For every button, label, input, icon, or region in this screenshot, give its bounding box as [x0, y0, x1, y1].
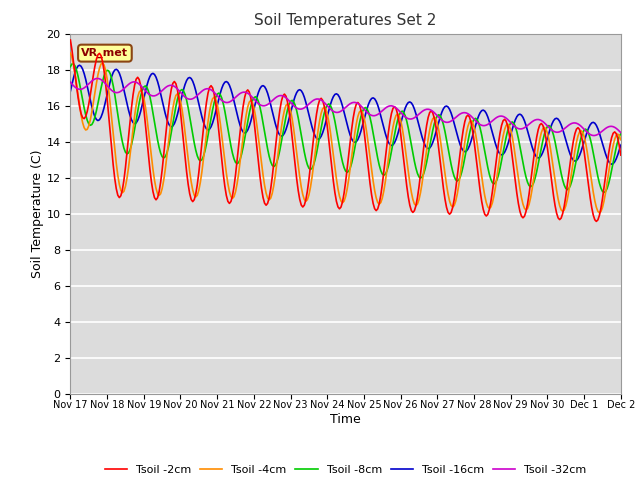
Line: Tsoil -4cm: Tsoil -4cm [70, 53, 621, 213]
Tsoil -4cm [550, 167, 557, 172]
Tsoil -16cm [381, 131, 389, 136]
Tsoil -2cm [617, 152, 625, 158]
Tsoil -2cm [550, 193, 557, 199]
Tsoil -8cm [70, 61, 77, 67]
Line: Tsoil -8cm: Tsoil -8cm [70, 64, 621, 192]
Tsoil -8cm [170, 112, 178, 118]
Tsoil -32cm [170, 84, 178, 89]
Tsoil -8cm [67, 64, 74, 70]
Tsoil -8cm [400, 109, 408, 115]
Tsoil -16cm [400, 110, 408, 116]
Line: Tsoil -16cm: Tsoil -16cm [70, 65, 621, 164]
Tsoil -8cm [83, 118, 91, 123]
Tsoil -4cm [596, 210, 604, 216]
Tsoil -2cm [593, 218, 600, 224]
Tsoil -8cm [600, 190, 608, 195]
Tsoil -2cm [169, 81, 177, 86]
Tsoil -32cm [551, 129, 559, 135]
X-axis label: Time: Time [330, 413, 361, 426]
Tsoil -16cm [608, 161, 616, 167]
Tsoil -16cm [412, 111, 420, 117]
Tsoil -2cm [82, 114, 90, 120]
Line: Tsoil -32cm: Tsoil -32cm [70, 78, 621, 135]
Tsoil -32cm [400, 113, 408, 119]
Tsoil -2cm [67, 37, 74, 43]
Tsoil -32cm [82, 84, 90, 90]
Tsoil -16cm [170, 121, 178, 127]
Tsoil -16cm [551, 116, 559, 121]
Title: Soil Temperatures Set 2: Soil Temperatures Set 2 [255, 13, 436, 28]
Tsoil -16cm [67, 88, 74, 94]
Tsoil -4cm [411, 201, 419, 207]
Tsoil -32cm [94, 75, 102, 81]
Tsoil -2cm [380, 169, 388, 175]
Tsoil -32cm [381, 105, 389, 111]
Tsoil -4cm [82, 127, 90, 133]
Tsoil -16cm [76, 62, 83, 68]
Y-axis label: Soil Temperature (C): Soil Temperature (C) [31, 149, 44, 278]
Tsoil -4cm [67, 50, 74, 56]
Tsoil -8cm [381, 171, 389, 177]
Tsoil -4cm [398, 125, 406, 131]
Legend: Tsoil -2cm, Tsoil -4cm, Tsoil -8cm, Tsoil -16cm, Tsoil -32cm: Tsoil -2cm, Tsoil -4cm, Tsoil -8cm, Tsoi… [100, 460, 591, 479]
Tsoil -16cm [617, 143, 625, 148]
Line: Tsoil -2cm: Tsoil -2cm [70, 40, 621, 221]
Tsoil -32cm [589, 132, 597, 138]
Tsoil -8cm [617, 131, 625, 136]
Text: VR_met: VR_met [81, 48, 129, 58]
Tsoil -32cm [412, 114, 420, 120]
Tsoil -2cm [411, 208, 419, 214]
Tsoil -4cm [617, 137, 625, 143]
Tsoil -2cm [398, 144, 406, 149]
Tsoil -32cm [67, 79, 74, 85]
Tsoil -16cm [83, 83, 91, 89]
Tsoil -32cm [617, 130, 625, 135]
Tsoil -4cm [380, 188, 388, 194]
Tsoil -8cm [412, 165, 420, 171]
Tsoil -8cm [551, 139, 559, 144]
Tsoil -4cm [169, 106, 177, 111]
